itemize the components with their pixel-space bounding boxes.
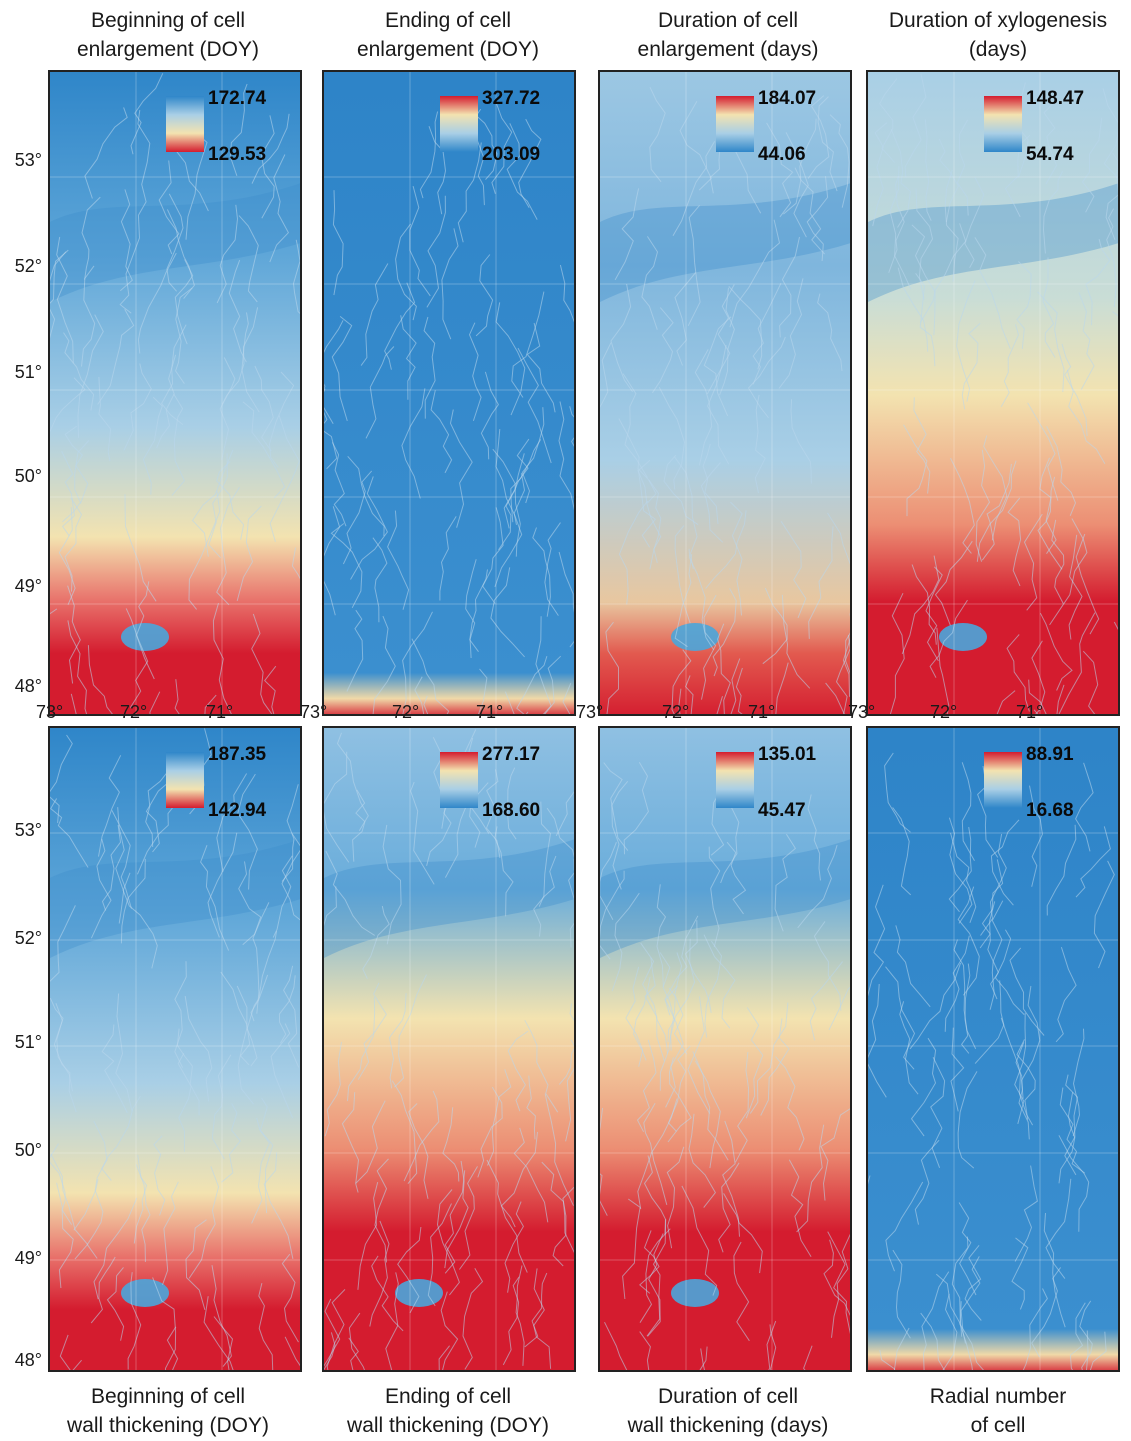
lat-label-50: 50°	[14, 466, 42, 486]
lat-label-50: 50°	[14, 1140, 42, 1160]
legend-max: 172.74	[208, 88, 267, 109]
legend-min: 45.47	[758, 800, 806, 821]
lon-label-71: 71°	[1016, 702, 1044, 722]
color-ramp	[716, 752, 754, 808]
legend-max: 184.07	[758, 88, 817, 109]
map-panel-1: 172.74 129.53	[48, 70, 302, 716]
lon-label-73: 73°	[36, 702, 64, 722]
map-raster	[600, 728, 850, 1370]
lat-label-52: 52°	[14, 928, 42, 948]
legend-max: 187.35	[208, 744, 267, 765]
lat-label-48: 48°	[14, 1350, 42, 1370]
panel-title-2: Ending of cell enlargement (DOY)	[356, 9, 540, 61]
legend-max: 327.72	[482, 88, 541, 109]
map-panel-2: 327.72 203.09	[322, 70, 576, 716]
lat-label-51: 51°	[14, 362, 42, 382]
lon-label-73: 73°	[848, 702, 876, 722]
legend-min: 203.09	[482, 144, 541, 165]
legend-max: 148.47	[1026, 88, 1085, 109]
color-ramp	[166, 752, 204, 808]
lat-label-48: 48°	[14, 676, 42, 696]
lon-label-71: 71°	[748, 702, 776, 722]
map-panel-8: 88.91 16.68	[866, 726, 1120, 1372]
map-panel-5: 187.35 142.94	[48, 726, 302, 1372]
map-raster	[50, 728, 300, 1370]
lat-label-49: 49°	[14, 1248, 42, 1268]
panel-title-4: Duration of xylogenesis (days)	[888, 9, 1108, 61]
panel-title-1: Beginning of cell enlargement (DOY)	[76, 9, 260, 61]
lat-label-53: 53°	[14, 820, 42, 840]
map-raster	[50, 72, 300, 714]
legend-max: 277.17	[482, 744, 541, 765]
lon-label-72: 72°	[392, 702, 420, 722]
panel-title-3: Duration of cell enlargement (days)	[637, 9, 819, 61]
legend-min: 142.94	[208, 800, 267, 821]
lon-label-73: 73°	[576, 702, 604, 722]
legend-min: 129.53	[208, 144, 267, 165]
legend-min: 16.68	[1026, 800, 1074, 821]
lat-label-53: 53°	[14, 150, 42, 170]
legend-min: 44.06	[758, 144, 806, 165]
lon-label-72: 72°	[662, 702, 690, 722]
map-raster	[600, 72, 850, 714]
map-panel-6: 277.17 168.60	[322, 726, 576, 1372]
panel-title-7: Duration of cell wall thickening (days)	[627, 1385, 829, 1437]
lat-label-49: 49°	[14, 576, 42, 596]
map-raster	[324, 72, 574, 714]
color-ramp	[440, 752, 478, 808]
lon-label-72: 72°	[930, 702, 958, 722]
lon-label-71: 71°	[476, 702, 504, 722]
color-ramp	[984, 96, 1022, 152]
legend-min: 54.74	[1026, 144, 1074, 165]
legend-min: 168.60	[482, 800, 541, 821]
color-ramp	[984, 752, 1022, 808]
map-raster	[868, 72, 1118, 714]
legend-max: 88.91	[1026, 744, 1074, 765]
map-panel-7: 135.01 45.47	[598, 726, 852, 1372]
lon-label-73: 73°	[300, 702, 328, 722]
map-raster	[324, 728, 574, 1370]
panel-title-5: Beginning of cell wall thickening (DOY)	[67, 1385, 269, 1437]
map-panel-4: 148.47 54.74	[866, 70, 1120, 716]
lat-label-51: 51°	[14, 1032, 42, 1052]
panel-title-6: Ending of cell wall thickening (DOY)	[347, 1385, 549, 1437]
map-raster	[868, 728, 1118, 1370]
panel-title-8: Radial number of cell	[929, 1385, 1067, 1437]
legend-max: 135.01	[758, 744, 817, 765]
lon-label-71: 71°	[206, 702, 234, 722]
color-ramp	[166, 96, 204, 152]
lat-label-52: 52°	[14, 256, 42, 276]
color-ramp	[440, 96, 478, 152]
map-panel-3: 184.07 44.06	[598, 70, 852, 716]
lon-label-72: 72°	[120, 702, 148, 722]
color-ramp	[716, 96, 754, 152]
